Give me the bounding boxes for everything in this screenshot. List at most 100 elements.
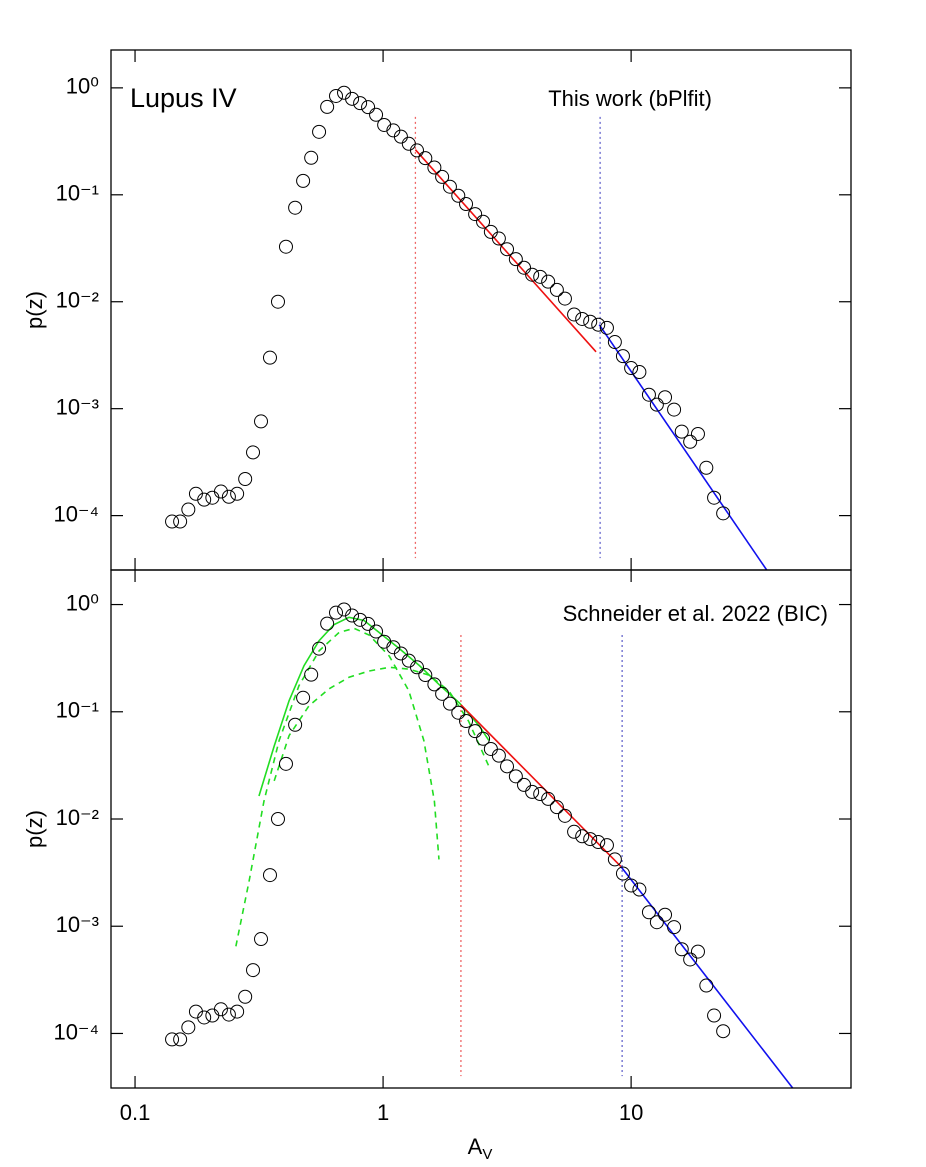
annotation: Lupus IV (130, 83, 237, 113)
data-point (288, 200, 303, 215)
data-point (197, 492, 212, 507)
data-point (409, 660, 424, 675)
model-line (598, 324, 768, 570)
data-point (238, 471, 253, 486)
data-point (599, 320, 614, 335)
y-tick-label: 10⁰ (66, 590, 99, 615)
data-point (674, 942, 689, 957)
data-point (369, 107, 384, 122)
x-axis-label: AV (468, 1134, 493, 1163)
data-point (674, 424, 689, 439)
data-point (165, 514, 180, 529)
data-point (525, 784, 540, 799)
data-point (173, 514, 188, 529)
data-point (690, 944, 705, 959)
data-point (345, 608, 360, 623)
data-point (549, 800, 564, 815)
data-point (632, 882, 647, 897)
data-point (649, 397, 664, 412)
data-point (254, 414, 269, 429)
data-point (278, 756, 293, 771)
data-point (525, 267, 540, 282)
plot-area (165, 602, 794, 1088)
data-point (427, 677, 442, 692)
data-point (649, 915, 664, 930)
data-point (213, 1002, 228, 1017)
data-point (213, 484, 228, 499)
data-point (557, 291, 572, 306)
model-line (258, 616, 490, 797)
data-point (591, 835, 606, 850)
data-point (270, 812, 285, 827)
data-point (500, 242, 515, 257)
data-point (262, 350, 277, 365)
y-tick-label: 10⁻¹ (56, 181, 99, 206)
data-point (246, 963, 261, 978)
data-point (508, 252, 523, 267)
data-point (624, 361, 639, 376)
data-point (246, 445, 261, 460)
data-point (491, 231, 506, 246)
data-point (641, 905, 656, 920)
data-point (615, 349, 630, 364)
data-point (508, 769, 523, 784)
data-point (451, 188, 466, 203)
data-point (583, 832, 598, 847)
data-point (699, 460, 714, 475)
data-point (690, 426, 705, 441)
model-line (273, 666, 490, 782)
data-point (667, 402, 682, 417)
model-line (460, 704, 622, 868)
data-point (337, 602, 352, 617)
model-line (620, 866, 794, 1088)
x-tick-label: 1 (377, 1100, 389, 1125)
data-point (599, 838, 614, 853)
data-point (296, 690, 311, 705)
data-point (683, 434, 698, 449)
x-label-main: A (468, 1134, 483, 1159)
data-point (329, 605, 344, 620)
data-point (615, 866, 630, 881)
data-point (353, 96, 368, 111)
y-tick-label: 10⁻³ (56, 394, 99, 419)
y-tick-label: 10⁻⁴ (53, 1019, 99, 1044)
data-point (683, 952, 698, 967)
data-point (459, 197, 474, 212)
y-tick-label: 10⁰ (66, 74, 99, 99)
y-axis-label: p(z) (22, 810, 47, 848)
data-point (541, 274, 556, 289)
x-tick-label: 0.1 (120, 1100, 151, 1125)
data-point (296, 173, 311, 188)
data-point (699, 978, 714, 993)
data-point (418, 151, 433, 166)
data-point (658, 907, 673, 922)
data-point (541, 791, 556, 806)
plot-area (165, 85, 768, 570)
y-tick-label: 10⁻² (56, 288, 99, 313)
data-point (369, 624, 384, 639)
data-point (401, 136, 416, 151)
data-point (641, 387, 656, 402)
data-point (320, 99, 335, 114)
data-point (165, 1032, 180, 1047)
data-point (451, 705, 466, 720)
data-point (418, 668, 433, 683)
data-point (409, 143, 424, 158)
annotation: This work (bPlfit) (548, 86, 712, 111)
data-point (607, 852, 622, 867)
data-point (361, 616, 376, 631)
data-point (304, 150, 319, 165)
data-point (459, 714, 474, 729)
panel-frame (110, 569, 852, 1089)
data-point (567, 824, 582, 839)
data-point (238, 989, 253, 1004)
data-point (353, 612, 368, 627)
data-point (575, 829, 590, 844)
data-point (468, 207, 483, 222)
data-point (361, 100, 376, 115)
data-point (254, 932, 269, 947)
data-point (393, 129, 408, 144)
data-point (205, 1008, 220, 1023)
data-point (716, 1024, 731, 1039)
data-point (716, 506, 731, 521)
